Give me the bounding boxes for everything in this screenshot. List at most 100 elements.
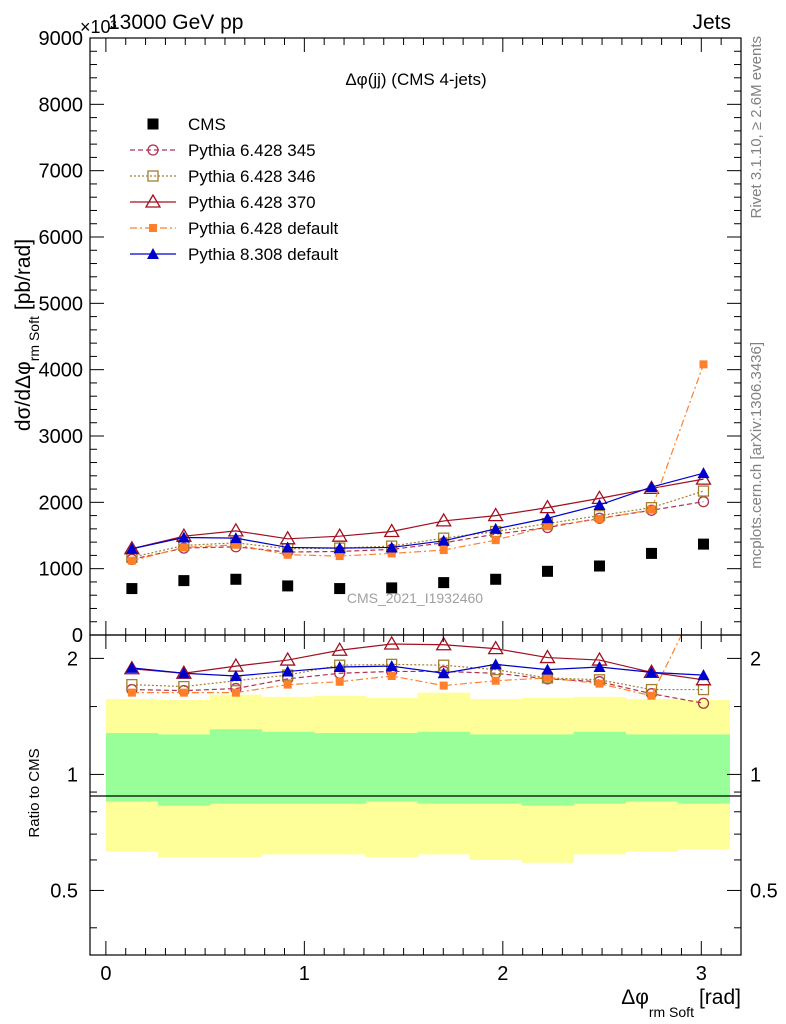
point-pythia-6-428-370 [487, 507, 504, 522]
y-tick-label: 7000 [39, 161, 84, 183]
point-cms [645, 547, 657, 559]
y-tick-label: 2000 [39, 492, 84, 514]
band-inner-bin [209, 729, 263, 804]
header-right: Jets [692, 11, 731, 34]
point-pythia-6-428-default [439, 546, 448, 555]
ratio-point-pythia-6-428-default [439, 681, 448, 690]
point-pythia-8-308-default [177, 531, 190, 543]
legend-label-cms: CMS [188, 115, 226, 134]
band-inner-bin [521, 734, 574, 806]
point-pythia-6-428-default [543, 522, 552, 531]
x-tick-label: 2 [497, 963, 508, 985]
y-tick-label: 4000 [39, 360, 84, 382]
ticks: 0 1000 2000 3000 4000 5000 6000 7000 8000 9000 0 1 2… [39, 28, 778, 985]
ratio-point-pythia-8-308-default [333, 660, 346, 672]
y-axis-label: dσ/dΔφrm Soft [pb/rad] [12, 239, 42, 431]
x-tick-label: 1 [299, 963, 310, 985]
ratio-point-pythia-6-428-370 [487, 640, 504, 655]
ratio-tick-label-right: 1 [750, 764, 761, 786]
ratio-series [123, 587, 712, 709]
band-inner-bin [157, 734, 211, 806]
ratio-line-pythia-6-428-default [131, 635, 683, 697]
band-inner-bin [417, 731, 471, 804]
ratio-point-pythia-6-428-default [647, 691, 656, 700]
band-inner-bin [261, 731, 315, 804]
ratio-point-pythia-6-428-370 [435, 636, 452, 651]
legend-marker-pythia-6-428-346 [147, 170, 159, 182]
point-pythia-8-308-default [281, 541, 294, 553]
legend-label-pythia-6-428-default: Pythia 6.428 default [188, 219, 339, 238]
band-inner-bin [625, 734, 678, 802]
ratio-point-pythia-8-308-default [645, 666, 658, 678]
point-pythia-8-308-default [541, 512, 554, 524]
ratio-line-pythia-8-308-default [131, 663, 704, 677]
y-tick-label: 8000 [39, 94, 84, 116]
ratio-point-pythia-6-428-default [699, 587, 707, 595]
ratio-point-pythia-6-428-345 [697, 697, 710, 709]
xlabel-main: Δφ [621, 986, 649, 1009]
ratio-point-pythia-6-428-default [179, 688, 188, 697]
point-cms [126, 583, 138, 595]
series-line-pythia-6-428-346 [131, 490, 704, 558]
exponent-label: ×10³ [80, 17, 117, 37]
ratio-tick-label: 0.5 [50, 880, 78, 902]
point-pythia-6-428-default [595, 514, 604, 523]
ratio-tick-label-right: 0.5 [750, 880, 778, 902]
legend-label-pythia-6-428-346: Pythia 6.428 346 [188, 167, 316, 186]
point-pythia-8-308-default [229, 532, 242, 544]
point-pythia-6-428-default [491, 536, 500, 545]
band-inner-bin [313, 733, 367, 804]
point-cms [593, 560, 605, 572]
ratio-point-pythia-6-428-default [595, 679, 604, 688]
x-tick-label: 0 [100, 963, 111, 985]
point-pythia-6-428-default [699, 360, 708, 369]
ratio-point-pythia-6-428-370 [331, 641, 348, 656]
ratio-point-pythia-8-308-default [229, 670, 242, 682]
y-tick-label: 1000 [39, 559, 84, 581]
point-pythia-8-308-default [385, 541, 398, 553]
legend-marker-pythia-6-428-default [149, 224, 157, 232]
band-inner-bin [365, 733, 419, 802]
point-cms [386, 582, 398, 594]
ratio-tick-label-right: 2 [750, 648, 761, 670]
series-line-pythia-6-428-370 [131, 478, 704, 550]
header-left: 13000 GeV pp [108, 11, 243, 34]
legend-label-pythia-6-428-345: Pythia 6.428 345 [188, 141, 316, 160]
ratio-point-pythia-6-428-370 [279, 651, 296, 666]
point-cms [697, 538, 709, 550]
mcplots-label: mcplots.cern.ch [arXiv:1306.3436] [748, 342, 765, 569]
point-pythia-6-428-default [283, 550, 292, 559]
ratio-tick-label: 2 [67, 648, 78, 670]
point-cms [541, 565, 553, 577]
x-tick-label: 3 [696, 963, 707, 985]
legend-label-pythia-8-308-default: Pythia 8.308 default [188, 245, 339, 264]
ratio-point-pythia-6-428-370 [383, 635, 400, 650]
y-tick-label: 9000 [39, 28, 84, 50]
ratio-point-pythia-8-308-default [541, 663, 554, 675]
band-inner-bin [469, 734, 522, 804]
ratio-point-pythia-6-428-346 [697, 683, 710, 696]
point-cms [282, 580, 294, 592]
point-pythia-8-308-default [645, 481, 658, 493]
y-tick-label: 0 [72, 625, 83, 647]
ratio-point-pythia-8-308-default [281, 665, 294, 677]
ratio-point-pythia-6-428-default [335, 677, 344, 686]
band-inner-bin [677, 734, 730, 804]
series-line-pythia-6-428-default [131, 364, 705, 562]
ratio-tick-label: 1 [67, 764, 78, 786]
y-tick-label: 6000 [39, 227, 84, 249]
point-cms [230, 573, 242, 585]
point-pythia-6-428-370 [331, 527, 348, 542]
point-cms [438, 577, 450, 589]
ratio-bands [105, 692, 730, 863]
ylabel-main: dσ/dΔφ [12, 361, 35, 431]
series-line-pythia-6-428-345 [131, 501, 704, 560]
point-pythia-6-428-default [647, 505, 656, 514]
point-pythia-8-308-default [333, 542, 346, 554]
series-line-pythia-8-308-default [131, 472, 704, 550]
rivet-label: Rivet 3.1.10, ≥ 2.6M events [748, 36, 765, 219]
ylabel-unit: [pb/rad] [12, 239, 35, 310]
band-inner-bin [573, 731, 626, 804]
ratio-point-pythia-6-428-370 [539, 649, 556, 664]
